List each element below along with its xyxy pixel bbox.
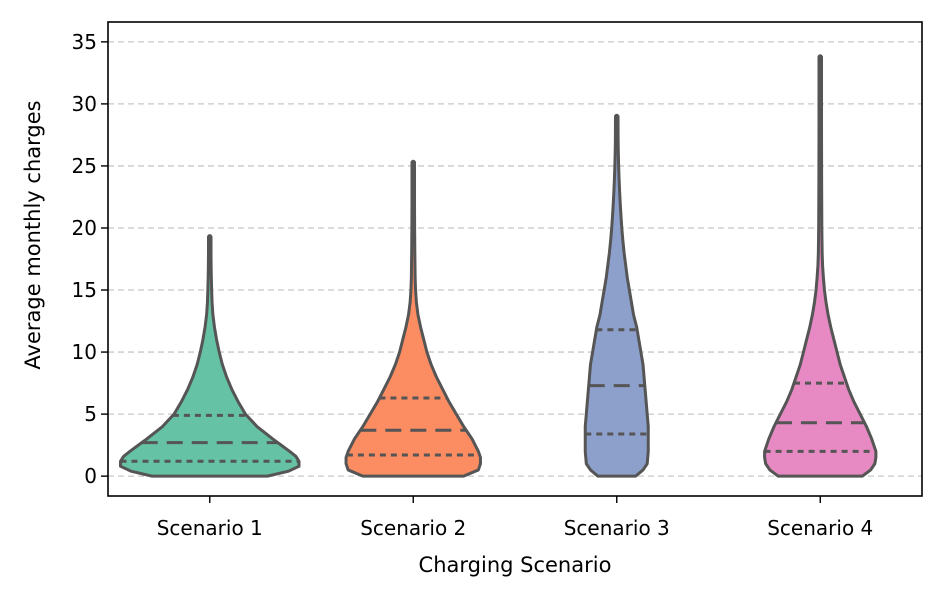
x-axis-title: Charging Scenario xyxy=(419,553,612,577)
violin-body xyxy=(583,113,650,478)
y-tick-label: 5 xyxy=(84,402,97,426)
y-tick-label: 35 xyxy=(72,30,97,54)
violin-body xyxy=(763,54,878,478)
x-tick-label: Scenario 4 xyxy=(767,516,873,540)
y-tick-label: 15 xyxy=(72,278,97,302)
plot-frame xyxy=(107,21,923,497)
violins xyxy=(119,54,878,478)
violin-1 xyxy=(119,234,301,478)
y-ticks: 0 5 10 15 20 25 30 35 xyxy=(72,30,108,488)
violin-3 xyxy=(583,113,650,478)
y-tick-label: 20 xyxy=(72,216,97,240)
x-tick-label: Scenario 1 xyxy=(157,516,263,540)
y-tick-label: 25 xyxy=(72,154,97,178)
y-tick-label: 30 xyxy=(72,92,97,116)
violin-body xyxy=(344,159,482,478)
x-tick-label: Scenario 2 xyxy=(360,516,466,540)
violin-body xyxy=(119,234,301,478)
violin-4 xyxy=(763,54,878,478)
y-axis-title: Average monthly charges xyxy=(21,100,45,369)
x-ticks: Scenario 1 Scenario 2 Scenario 3 Scenario 4 xyxy=(157,496,873,540)
y-tick-label: 0 xyxy=(84,464,97,488)
y-tick-label: 10 xyxy=(72,340,97,364)
violin-2 xyxy=(344,159,482,478)
x-tick-label: Scenario 3 xyxy=(564,516,670,540)
